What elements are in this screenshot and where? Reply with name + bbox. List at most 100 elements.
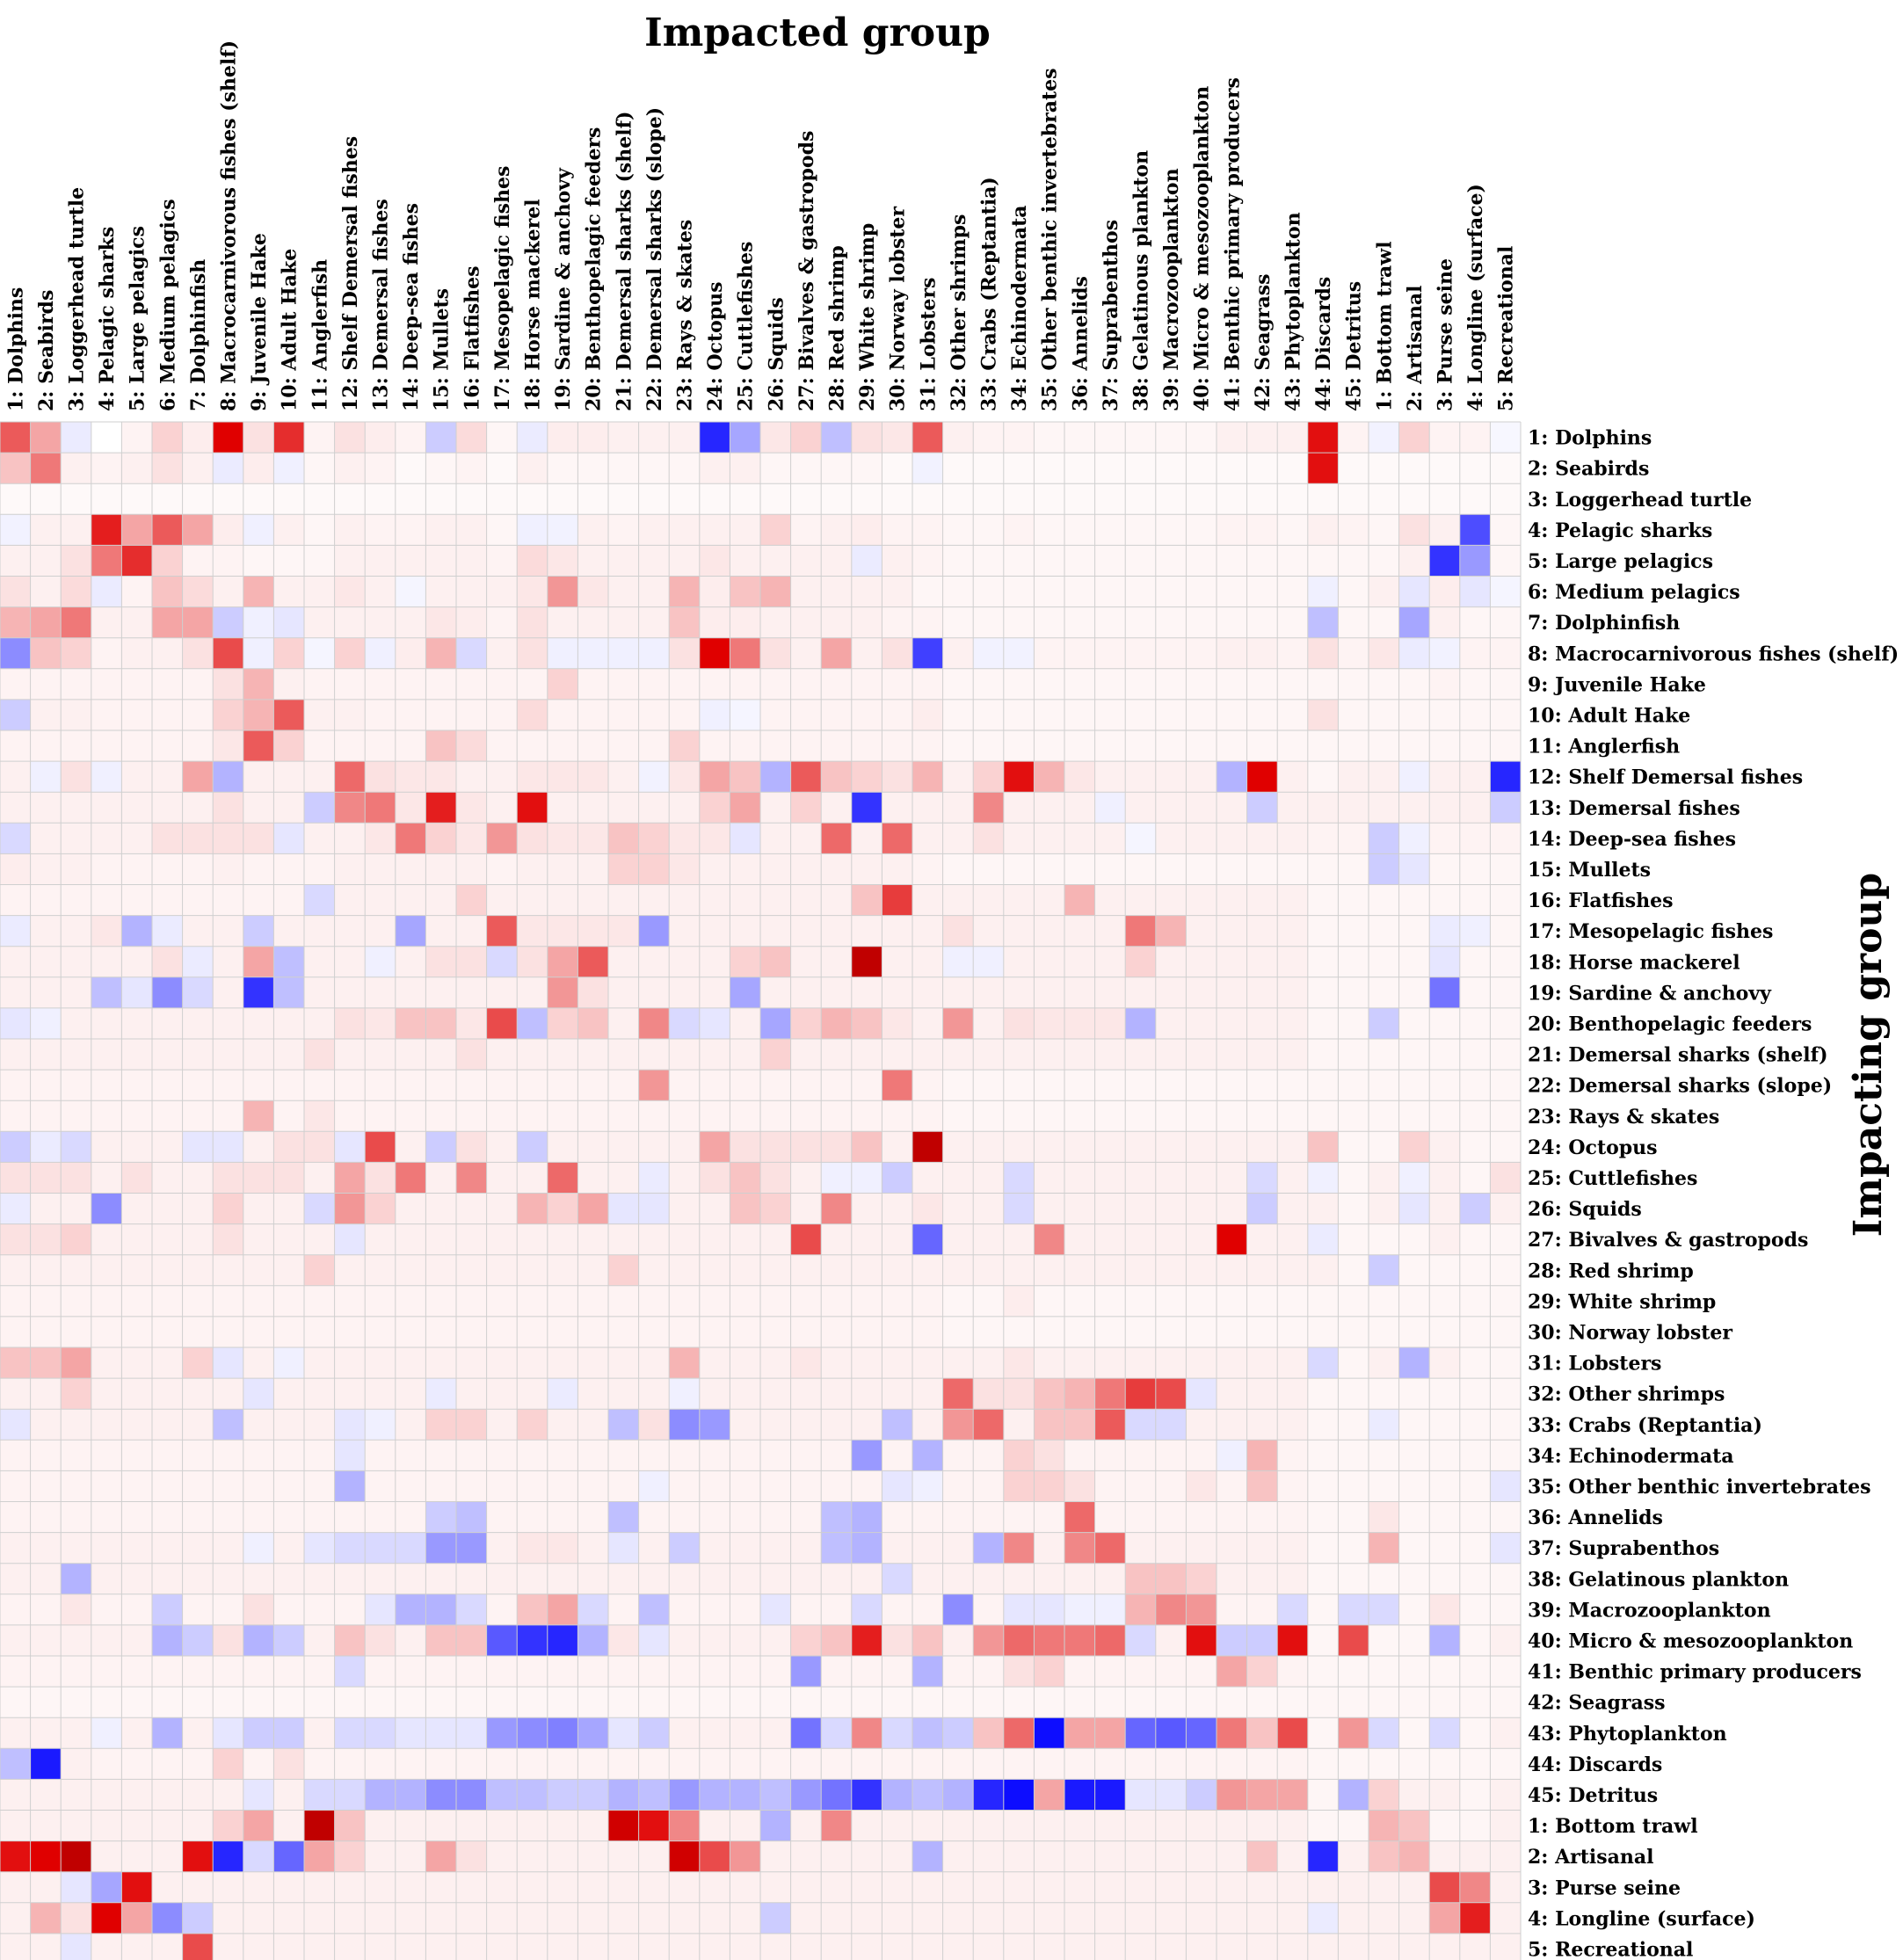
heatmap-cell	[577, 576, 608, 607]
heatmap-cell	[1125, 853, 1156, 885]
heatmap-cell	[699, 1748, 730, 1780]
heatmap-cell	[243, 1532, 274, 1564]
heatmap-cell	[1338, 483, 1369, 515]
heatmap-cell	[1398, 1501, 1430, 1533]
heatmap-cell	[1155, 1131, 1187, 1163]
heatmap-cell	[942, 1902, 974, 1934]
heatmap-cell	[486, 483, 518, 515]
heatmap-cell	[243, 1470, 274, 1502]
heatmap-cell	[1277, 1687, 1308, 1718]
heatmap-cell	[1064, 1100, 1095, 1132]
heatmap-cell	[882, 1223, 912, 1255]
heatmap-cell	[1186, 1409, 1217, 1441]
heatmap-cell	[1003, 1840, 1035, 1872]
heatmap-cell	[1125, 730, 1156, 762]
heatmap-cell	[882, 545, 912, 577]
heatmap-cell	[121, 1532, 152, 1564]
heatmap-cell	[1186, 1501, 1217, 1533]
heatmap-cell	[973, 1254, 1004, 1286]
heatmap-cell	[1003, 422, 1035, 454]
heatmap-cell	[30, 1409, 62, 1441]
heatmap-cell	[821, 483, 852, 515]
heatmap-cell	[882, 1687, 912, 1718]
heatmap-cell	[61, 1070, 91, 1101]
heatmap-cell	[577, 1039, 608, 1071]
heatmap-cell	[1003, 1563, 1035, 1594]
heatmap-cell	[182, 699, 214, 730]
heatmap-cell	[1307, 884, 1339, 916]
heatmap-cell	[1307, 1378, 1339, 1410]
heatmap-cell	[1003, 1409, 1035, 1441]
heatmap-cell	[1217, 606, 1247, 638]
heatmap-cell	[395, 946, 426, 977]
heatmap-cell	[425, 946, 456, 977]
heatmap-cell	[121, 1902, 152, 1934]
heatmap-cell	[1338, 606, 1369, 638]
heatmap-cell	[912, 884, 943, 916]
heatmap-cell	[273, 483, 304, 515]
heatmap-cell	[1338, 1563, 1369, 1594]
heatmap-cell	[851, 1470, 882, 1502]
heatmap-cell	[942, 483, 974, 515]
heatmap-cell	[912, 606, 943, 638]
heatmap-cell	[730, 1285, 760, 1317]
heatmap-cell	[730, 637, 760, 669]
heatmap-cell	[851, 730, 882, 762]
heatmap-cell	[365, 1593, 396, 1625]
heatmap-cell	[912, 1501, 943, 1533]
heatmap-cell	[91, 1501, 122, 1533]
heatmap-cell	[121, 1007, 152, 1039]
heatmap-cell	[1155, 853, 1187, 885]
heatmap-cell	[1277, 1501, 1308, 1533]
heatmap-cell	[334, 1563, 366, 1594]
heatmap-cell	[0, 545, 31, 577]
heatmap-cell	[152, 1810, 183, 1841]
heatmap-cell	[851, 576, 882, 607]
heatmap-cell	[273, 1007, 304, 1039]
heatmap-cell	[152, 823, 183, 854]
heatmap-cell	[517, 514, 548, 546]
heatmap-cell	[365, 1563, 396, 1594]
heatmap-cell	[486, 946, 518, 977]
heatmap-cell	[1125, 1223, 1156, 1255]
heatmap-cell	[182, 1254, 214, 1286]
heatmap-cell	[577, 606, 608, 638]
heatmap-cell	[1064, 730, 1095, 762]
heatmap-cell	[1155, 1840, 1187, 1872]
row-label: 3: Loggerhead turtle	[1528, 489, 1752, 512]
heatmap-cell	[1429, 1409, 1460, 1441]
heatmap-cell	[608, 1501, 639, 1533]
heatmap-cell	[1459, 699, 1491, 730]
heatmap-cell	[851, 514, 882, 546]
heatmap-cell	[517, 792, 548, 824]
heatmap-cell	[608, 1131, 639, 1163]
heatmap-cell	[1217, 1409, 1247, 1441]
heatmap-cell	[577, 1131, 608, 1163]
heatmap-cell	[517, 1409, 548, 1441]
heatmap-cell	[243, 1501, 274, 1533]
heatmap-cell	[425, 1840, 456, 1872]
heatmap-cell	[1398, 1871, 1430, 1903]
heatmap-cell	[1186, 1933, 1217, 1960]
heatmap-cell	[1094, 1902, 1126, 1934]
heatmap-cell	[973, 514, 1004, 546]
heatmap-cell	[1125, 1007, 1156, 1039]
heatmap-cell	[1217, 1717, 1247, 1749]
heatmap-cell	[942, 976, 974, 1008]
heatmap-cell	[1186, 1254, 1217, 1286]
heatmap-cell	[882, 1100, 912, 1132]
heatmap-cell	[213, 1193, 243, 1224]
heatmap-cell	[577, 976, 608, 1008]
heatmap-cell	[121, 1316, 152, 1347]
heatmap-cell	[1094, 1810, 1126, 1841]
heatmap-cell	[1459, 1501, 1491, 1533]
heatmap-cell	[213, 915, 243, 947]
heatmap-cell	[547, 1440, 578, 1471]
heatmap-cell	[395, 1316, 426, 1347]
heatmap-cell	[669, 1563, 700, 1594]
heatmap-cell	[1003, 1532, 1035, 1564]
heatmap-cell	[152, 1347, 183, 1379]
heatmap-cell	[882, 699, 912, 730]
heatmap-cell	[1307, 792, 1339, 824]
heatmap-cell	[1003, 1039, 1035, 1071]
